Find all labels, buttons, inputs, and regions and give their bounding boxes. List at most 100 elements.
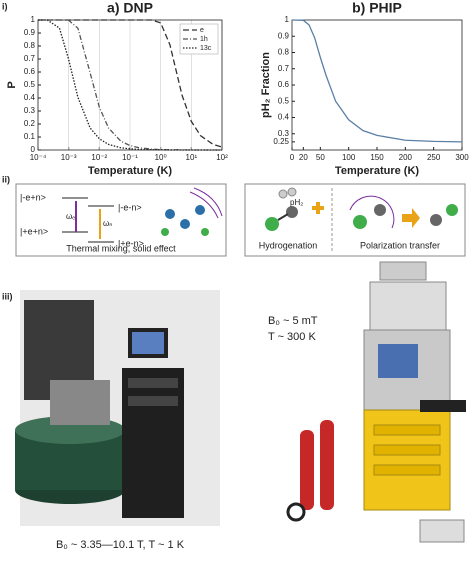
legend-label: 13c: [200, 45, 212, 52]
x-tick-label: 0: [290, 153, 295, 162]
keyboard: [420, 400, 466, 412]
drawer: [373, 464, 441, 476]
rack: [122, 368, 184, 518]
state: |+e-n>: [118, 238, 144, 248]
atom: [287, 187, 297, 197]
phip-diagram: pH₂ Hydrogenation Polarization transfer: [244, 183, 466, 257]
device: [369, 281, 447, 331]
omega: ωₑ: [66, 212, 75, 221]
series-line: [38, 19, 222, 151]
x-tick-label: 10⁻²: [91, 153, 107, 162]
x-tick-label: 100: [342, 153, 356, 162]
chart-title: b) PHIP: [352, 0, 402, 16]
omega: ωₙ: [103, 219, 112, 228]
x-tick-label: 10⁰: [155, 153, 167, 162]
spin: [195, 205, 205, 215]
x-tick-label: 50: [316, 153, 325, 162]
atom: [278, 189, 288, 199]
legend-label: e: [200, 27, 204, 34]
caption: Thermal mixing, solid effect: [66, 243, 176, 253]
y-tick-label: 0.7: [24, 54, 36, 63]
y-tick-label: 0.5: [24, 80, 36, 89]
spin: [201, 228, 209, 236]
y-tick-label: 0.9: [278, 31, 290, 40]
plus: [312, 202, 324, 214]
y-tick-label: 1: [31, 15, 36, 24]
x-tick-label: 250: [427, 153, 441, 162]
y-tick-label: 1: [285, 15, 290, 24]
y-tick-label: 0.7: [278, 64, 290, 73]
arrow: [402, 208, 420, 228]
rack-unit: [128, 378, 178, 388]
series-line: [291, 19, 463, 143]
panel-label: i): [2, 1, 8, 11]
chart-title: a) DNP: [107, 0, 153, 16]
panel-label: iii): [2, 291, 13, 301]
drawer: [373, 424, 441, 436]
atom: [446, 204, 458, 216]
y-tick-label: 0.3: [278, 129, 290, 138]
panel-label: ii): [2, 174, 10, 184]
y-tick-label: 0.25: [273, 137, 289, 146]
state: |+e+n>: [20, 226, 48, 236]
phip-photo: B₀ ~ 5 mT T ~ 300 K: [268, 261, 466, 543]
plot-frame: [291, 19, 463, 151]
y-tick-label: 0: [31, 145, 36, 154]
atom: [353, 215, 367, 229]
box: [15, 183, 227, 257]
dnp-diagram: |-e+n> |-e-n> |+e+n> |+e-n> ωₑ ωₙ Therma…: [15, 183, 227, 257]
wave: [189, 187, 223, 219]
x-tick-label: 150: [370, 153, 384, 162]
atom: [430, 214, 442, 226]
y-tick-label: 0.6: [24, 67, 36, 76]
screen: [378, 344, 418, 378]
y-tick-label: 0.3: [24, 106, 36, 115]
molecule: pH₂: [290, 198, 303, 207]
y-tick-label: 0.1: [24, 132, 36, 141]
wheel: [286, 502, 306, 522]
caption: B₀ ~ 5 mT: [268, 315, 318, 327]
caption: Polarization transfer: [360, 240, 440, 250]
x-tick-label: 10⁻¹: [122, 153, 138, 162]
spin: [161, 228, 169, 236]
state: |-e+n>: [20, 192, 46, 202]
x-tick-label: 20: [299, 153, 308, 162]
spin: [180, 219, 190, 229]
meter: [419, 519, 465, 543]
coupling: [349, 195, 395, 229]
caption: B₀ ~ 3.35—10.1 T, T ~ 1 K: [56, 539, 185, 551]
x-axis-label: Temperature (K): [335, 165, 419, 177]
x-tick-label: 200: [399, 153, 413, 162]
y-tick-label: 0.5: [278, 96, 290, 105]
y-axis-label: P: [6, 81, 18, 88]
x-axis-label: Temperature (K): [88, 165, 172, 177]
gas-cylinder: [320, 420, 334, 510]
dnp-photo: B₀ ~ 3.35—10.1 T, T ~ 1 K: [15, 290, 220, 551]
gas-cylinder: [300, 430, 314, 510]
screen: [132, 332, 164, 354]
atom: [265, 217, 279, 231]
atom: [286, 206, 298, 218]
x-tick-label: 300: [455, 153, 469, 162]
device: [379, 261, 427, 281]
probe: [50, 380, 110, 425]
y-axis-label: pH₂ Fraction: [260, 52, 272, 118]
y-tick-label: 0.2: [24, 119, 36, 128]
x-tick-label: 10⁻⁴: [30, 153, 47, 162]
y-tick-label: 0.4: [24, 93, 36, 102]
y-tick-label: 0.4: [278, 113, 290, 122]
x-tick-label: 10²: [216, 153, 228, 162]
y-tick-label: 0.6: [278, 80, 290, 89]
y-tick-label: 0.8: [278, 48, 290, 57]
spin: [165, 209, 175, 219]
y-tick-label: 0.8: [24, 41, 36, 50]
drawer: [373, 444, 441, 456]
atom: [374, 204, 386, 216]
state: |-e-n>: [118, 202, 142, 212]
caption: Hydrogenation: [259, 240, 318, 250]
rack-unit: [128, 396, 178, 406]
y-tick-label: 0.9: [24, 28, 36, 37]
x-tick-label: 10¹: [186, 153, 198, 162]
caption: T ~ 300 K: [268, 331, 316, 343]
